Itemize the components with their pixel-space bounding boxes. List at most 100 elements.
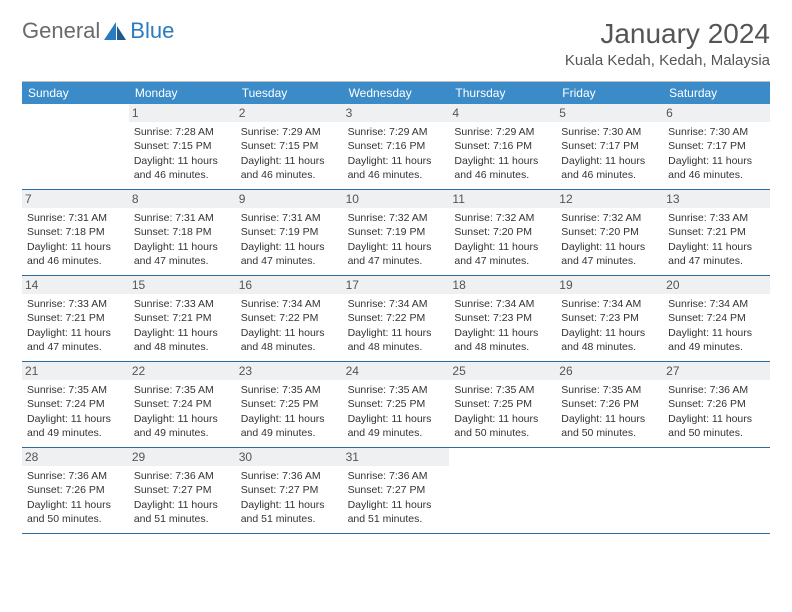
sunset-line: Sunset: 7:26 PM [27,483,124,497]
daylight-line: Daylight: 11 hours and 48 minutes. [454,326,551,354]
sunrise-line: Sunrise: 7:35 AM [241,383,338,397]
day-header: Monday [129,82,236,104]
sunset-line: Sunset: 7:21 PM [134,311,231,325]
day-header: Thursday [449,82,556,104]
calendar-grid: SundayMondayTuesdayWednesdayThursdayFrid… [22,81,770,534]
header: General Blue January 2024 Kuala Kedah, K… [22,18,770,69]
day-number: 4 [449,104,556,122]
logo-sail-icon [102,20,128,42]
sunrise-line: Sunrise: 7:35 AM [134,383,231,397]
calendar-cell: 10Sunrise: 7:32 AMSunset: 7:19 PMDayligh… [343,190,450,276]
calendar-cell: 27Sunrise: 7:36 AMSunset: 7:26 PMDayligh… [663,362,770,448]
sunset-line: Sunset: 7:19 PM [348,225,445,239]
day-number: 27 [663,362,770,380]
calendar-cell: 22Sunrise: 7:35 AMSunset: 7:24 PMDayligh… [129,362,236,448]
calendar-cell: 17Sunrise: 7:34 AMSunset: 7:22 PMDayligh… [343,276,450,362]
sunset-line: Sunset: 7:26 PM [561,397,658,411]
day-number: 28 [22,448,129,466]
day-number: 12 [556,190,663,208]
day-header: Tuesday [236,82,343,104]
daylight-line: Daylight: 11 hours and 50 minutes. [668,412,765,440]
sunrise-line: Sunrise: 7:34 AM [348,297,445,311]
day-number: 5 [556,104,663,122]
calendar-cell: 14Sunrise: 7:33 AMSunset: 7:21 PMDayligh… [22,276,129,362]
calendar-cell: 11Sunrise: 7:32 AMSunset: 7:20 PMDayligh… [449,190,556,276]
day-number: 11 [449,190,556,208]
sunrise-line: Sunrise: 7:29 AM [241,125,338,139]
calendar-cell: 19Sunrise: 7:34 AMSunset: 7:23 PMDayligh… [556,276,663,362]
calendar-cell: 9Sunrise: 7:31 AMSunset: 7:19 PMDaylight… [236,190,343,276]
daylight-line: Daylight: 11 hours and 47 minutes. [134,240,231,268]
calendar-cell: 24Sunrise: 7:35 AMSunset: 7:25 PMDayligh… [343,362,450,448]
calendar-cell: 7Sunrise: 7:31 AMSunset: 7:18 PMDaylight… [22,190,129,276]
calendar-cell: 31Sunrise: 7:36 AMSunset: 7:27 PMDayligh… [343,448,450,534]
daylight-line: Daylight: 11 hours and 49 minutes. [668,326,765,354]
sunset-line: Sunset: 7:27 PM [134,483,231,497]
sunrise-line: Sunrise: 7:35 AM [27,383,124,397]
day-number: 24 [343,362,450,380]
sunset-line: Sunset: 7:20 PM [561,225,658,239]
daylight-line: Daylight: 11 hours and 51 minutes. [348,498,445,526]
sunrise-line: Sunrise: 7:29 AM [348,125,445,139]
title-block: January 2024 Kuala Kedah, Kedah, Malaysi… [565,18,770,69]
daylight-line: Daylight: 11 hours and 47 minutes. [668,240,765,268]
sunrise-line: Sunrise: 7:36 AM [27,469,124,483]
daylight-line: Daylight: 11 hours and 46 minutes. [27,240,124,268]
sunrise-line: Sunrise: 7:36 AM [348,469,445,483]
calendar-cell: 2Sunrise: 7:29 AMSunset: 7:15 PMDaylight… [236,104,343,190]
calendar-cell: 5Sunrise: 7:30 AMSunset: 7:17 PMDaylight… [556,104,663,190]
calendar-cell: 30Sunrise: 7:36 AMSunset: 7:27 PMDayligh… [236,448,343,534]
sunrise-line: Sunrise: 7:33 AM [668,211,765,225]
calendar-cell: 12 Sunrise: 7:32 AMSunset: 7:20 PMDayligh… [556,190,663,276]
sunset-line: Sunset: 7:26 PM [668,397,765,411]
day-header: Sunday [22,82,129,104]
calendar-cell: 3Sunrise: 7:29 AMSunset: 7:16 PMDaylight… [343,104,450,190]
day-number: 20 [663,276,770,294]
sunset-line: Sunset: 7:17 PM [561,139,658,153]
sunset-line: Sunset: 7:22 PM [241,311,338,325]
day-number: 13 [663,190,770,208]
day-number: 21 [22,362,129,380]
day-number: 18 [449,276,556,294]
logo-text-blue: Blue [130,18,174,44]
sunset-line: Sunset: 7:18 PM [134,225,231,239]
sunrise-line: Sunrise: 7:31 AM [241,211,338,225]
sunset-line: Sunset: 7:27 PM [348,483,445,497]
daylight-line: Daylight: 11 hours and 46 minutes. [134,154,231,182]
sunrise-line: Sunrise: 7:29 AM [454,125,551,139]
day-number: 16 [236,276,343,294]
daylight-line: Daylight: 11 hours and 49 minutes. [27,412,124,440]
daylight-line: Daylight: 11 hours and 51 minutes. [134,498,231,526]
daylight-line: Daylight: 11 hours and 47 minutes. [348,240,445,268]
sunset-line: Sunset: 7:25 PM [241,397,338,411]
day-number: 25 [449,362,556,380]
calendar-cell: 16 Sunrise: 7:34 AMSunset: 7:22 PMDayligh… [236,276,343,362]
daylight-line: Daylight: 11 hours and 48 minutes. [241,326,338,354]
daylight-line: Daylight: 11 hours and 46 minutes. [668,154,765,182]
day-number: 6 [663,104,770,122]
day-number: 10 [343,190,450,208]
sunset-line: Sunset: 7:21 PM [668,225,765,239]
calendar-cell: 15Sunrise: 7:33 AMSunset: 7:21 PMDayligh… [129,276,236,362]
day-number: 17 [343,276,450,294]
sunrise-line: Sunrise: 7:34 AM [561,297,658,311]
day-number: 8 [129,190,236,208]
sunset-line: Sunset: 7:16 PM [454,139,551,153]
sunset-line: Sunset: 7:21 PM [27,311,124,325]
daylight-line: Daylight: 11 hours and 47 minutes. [561,240,658,268]
daylight-line: Daylight: 11 hours and 46 minutes. [454,154,551,182]
day-number: 1 [129,104,236,122]
daylight-line: Daylight: 11 hours and 48 minutes. [134,326,231,354]
daylight-line: Daylight: 11 hours and 50 minutes. [27,498,124,526]
calendar-cell: 20Sunrise: 7:34 AMSunset: 7:24 PMDayligh… [663,276,770,362]
sunrise-line: Sunrise: 7:32 AM [561,211,658,225]
sunrise-line: Sunrise: 7:34 AM [241,297,338,311]
day-number: 9 [236,190,343,208]
sunrise-line: Sunrise: 7:30 AM [561,125,658,139]
sunset-line: Sunset: 7:16 PM [348,139,445,153]
sunrise-line: Sunrise: 7:35 AM [454,383,551,397]
sunset-line: Sunset: 7:23 PM [561,311,658,325]
day-number: 15 [129,276,236,294]
sunrise-line: Sunrise: 7:36 AM [241,469,338,483]
calendar-cell: 28 Sunrise: 7:36 AMSunset: 7:26 PMDayligh… [22,448,129,534]
